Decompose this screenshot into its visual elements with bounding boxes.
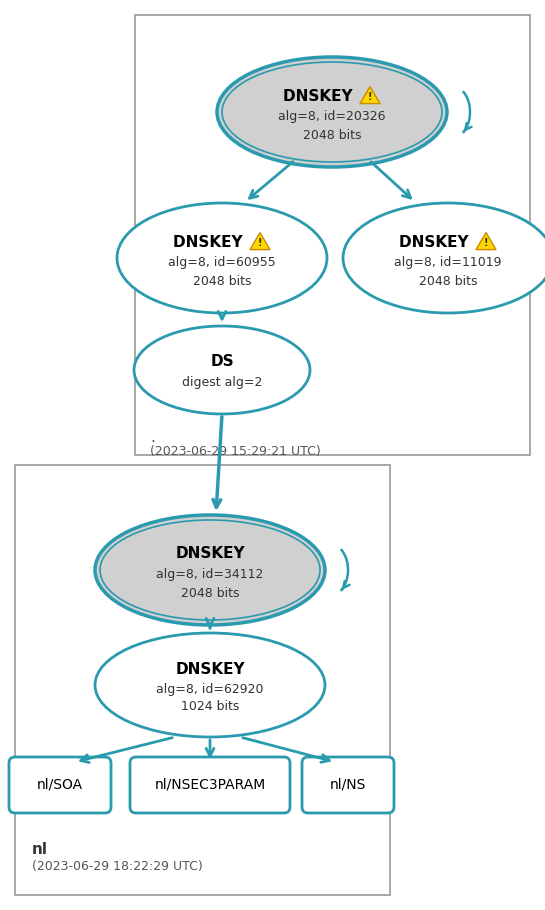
Text: DNSKEY: DNSKEY <box>175 546 245 561</box>
Text: (2023-06-29 15:29:21 UTC): (2023-06-29 15:29:21 UTC) <box>150 445 321 458</box>
Text: 2048 bits: 2048 bits <box>193 275 251 288</box>
Polygon shape <box>476 233 496 249</box>
Text: 2048 bits: 2048 bits <box>419 275 477 288</box>
Text: nl/NSEC3PARAM: nl/NSEC3PARAM <box>154 778 265 792</box>
Text: alg=8, id=11019: alg=8, id=11019 <box>394 256 502 268</box>
Polygon shape <box>250 233 270 249</box>
Text: alg=8, id=62920: alg=8, id=62920 <box>156 682 264 695</box>
Text: DNSKEY: DNSKEY <box>173 235 247 250</box>
FancyBboxPatch shape <box>130 757 290 813</box>
Text: 1024 bits: 1024 bits <box>181 701 239 713</box>
Text: DNSKEY: DNSKEY <box>282 89 358 104</box>
Text: 2048 bits: 2048 bits <box>303 128 361 142</box>
Text: DNSKEY: DNSKEY <box>398 235 474 250</box>
Bar <box>15 465 390 895</box>
Text: !: ! <box>368 92 372 102</box>
Text: DNSKEY: DNSKEY <box>175 662 245 677</box>
Text: nl/NS: nl/NS <box>330 778 366 792</box>
Ellipse shape <box>134 326 310 414</box>
Ellipse shape <box>117 203 327 313</box>
Text: alg=8, id=34112: alg=8, id=34112 <box>156 568 264 581</box>
Text: DS: DS <box>210 354 234 369</box>
Ellipse shape <box>95 515 325 625</box>
Bar <box>135 15 530 455</box>
FancyBboxPatch shape <box>9 757 111 813</box>
Text: !: ! <box>258 238 262 248</box>
Text: .: . <box>150 430 155 445</box>
Text: digest alg=2: digest alg=2 <box>182 376 262 389</box>
Ellipse shape <box>217 57 447 167</box>
Polygon shape <box>360 86 380 104</box>
Text: (2023-06-29 18:22:29 UTC): (2023-06-29 18:22:29 UTC) <box>32 860 203 873</box>
Text: 2048 bits: 2048 bits <box>181 587 239 600</box>
Ellipse shape <box>343 203 545 313</box>
Text: !: ! <box>484 238 488 248</box>
FancyBboxPatch shape <box>302 757 394 813</box>
Text: alg=8, id=60955: alg=8, id=60955 <box>168 256 276 268</box>
Text: nl/SOA: nl/SOA <box>37 778 83 792</box>
Ellipse shape <box>95 633 325 737</box>
Text: nl: nl <box>32 842 48 857</box>
Text: alg=8, id=20326: alg=8, id=20326 <box>278 110 386 123</box>
